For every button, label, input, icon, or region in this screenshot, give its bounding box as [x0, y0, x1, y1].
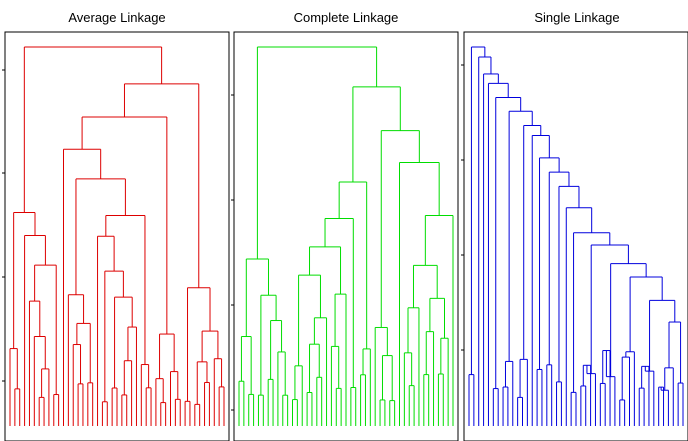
complete-linkage-title: Complete Linkage: [294, 10, 399, 25]
complete-linkage-tree: [238, 46, 454, 426]
average-linkage-panel: Average Linkage: [2, 10, 230, 441]
average-linkage-ticks: [2, 69, 5, 382]
average-linkage-title: Average Linkage: [68, 10, 165, 25]
complete-linkage-frame: [233, 31, 459, 441]
average-linkage-tree: [9, 46, 225, 426]
single-linkage-ticks: [461, 64, 464, 351]
single-linkage-panel: Single Linkage: [461, 10, 688, 441]
complete-linkage-panel: Complete Linkage: [231, 10, 459, 441]
complete-linkage-ticks: [231, 94, 234, 411]
single-linkage-title: Single Linkage: [534, 10, 619, 25]
average-linkage-frame: [4, 31, 230, 441]
single-linkage-tree: [468, 46, 684, 426]
single-linkage-frame: [463, 31, 688, 441]
